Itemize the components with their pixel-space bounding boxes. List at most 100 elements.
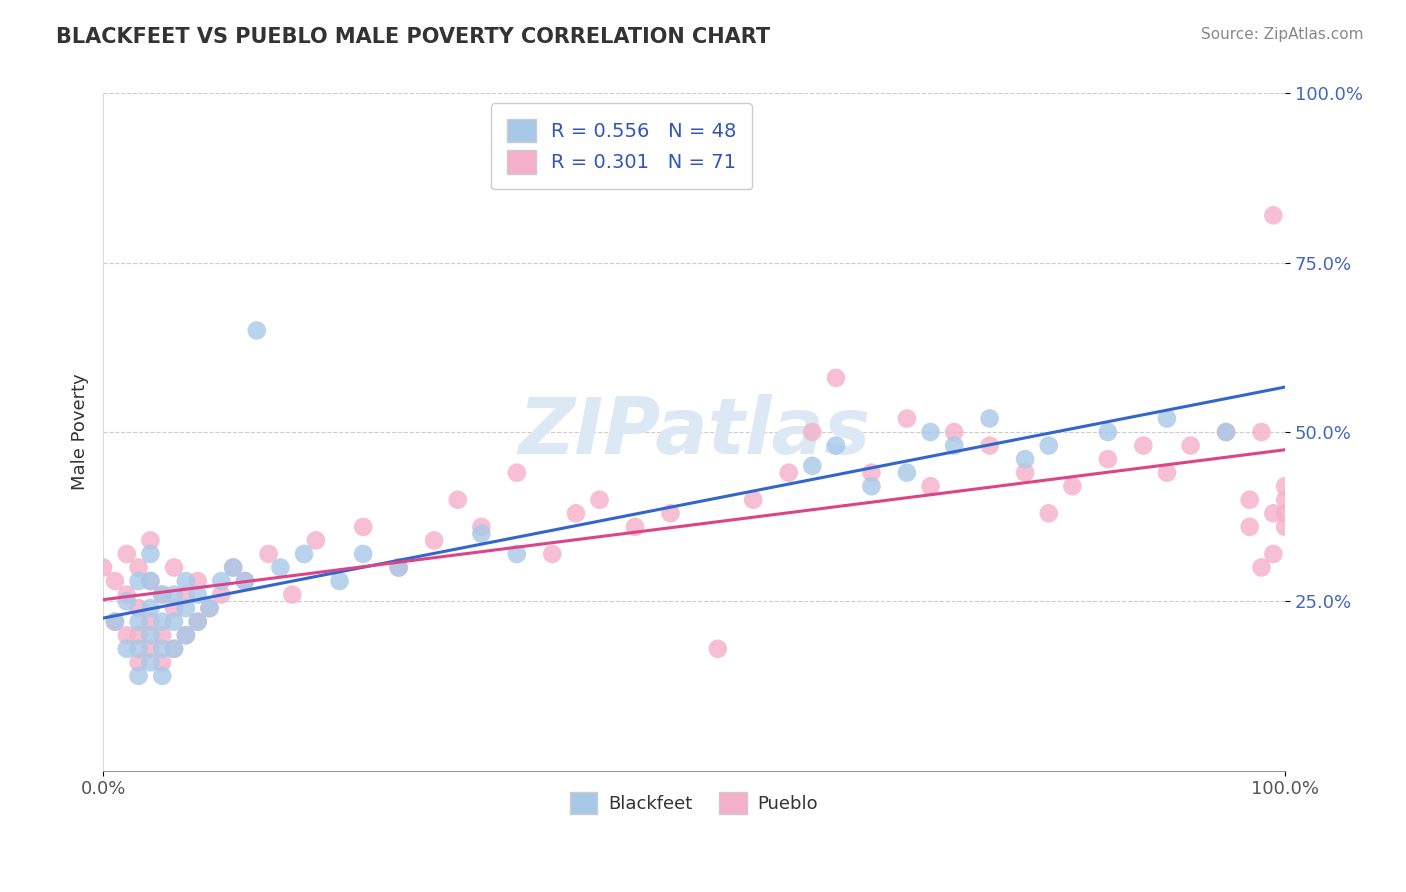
Point bbox=[150, 588, 173, 602]
Point bbox=[1263, 547, 1285, 561]
Point bbox=[565, 506, 588, 520]
Point bbox=[1215, 425, 1237, 439]
Point bbox=[825, 439, 848, 453]
Point bbox=[104, 574, 127, 588]
Point bbox=[1274, 506, 1296, 520]
Point bbox=[707, 641, 730, 656]
Point bbox=[163, 641, 186, 656]
Point bbox=[1062, 479, 1084, 493]
Point bbox=[139, 656, 162, 670]
Point bbox=[128, 628, 150, 642]
Point bbox=[139, 574, 162, 588]
Point bbox=[187, 574, 209, 588]
Point bbox=[1239, 520, 1261, 534]
Point bbox=[920, 479, 942, 493]
Point bbox=[269, 560, 291, 574]
Point bbox=[128, 641, 150, 656]
Point bbox=[1263, 506, 1285, 520]
Point bbox=[128, 601, 150, 615]
Point bbox=[1274, 479, 1296, 493]
Point bbox=[174, 601, 197, 615]
Point bbox=[470, 526, 492, 541]
Point bbox=[352, 520, 374, 534]
Point bbox=[778, 466, 800, 480]
Point bbox=[896, 411, 918, 425]
Y-axis label: Male Poverty: Male Poverty bbox=[72, 374, 89, 491]
Point bbox=[1132, 439, 1154, 453]
Point bbox=[388, 560, 411, 574]
Point bbox=[305, 533, 328, 548]
Legend: Blackfeet, Pueblo: Blackfeet, Pueblo bbox=[561, 782, 827, 822]
Point bbox=[1274, 520, 1296, 534]
Point bbox=[233, 574, 256, 588]
Text: BLACKFEET VS PUEBLO MALE POVERTY CORRELATION CHART: BLACKFEET VS PUEBLO MALE POVERTY CORRELA… bbox=[56, 27, 770, 46]
Point bbox=[150, 641, 173, 656]
Point bbox=[174, 588, 197, 602]
Text: ZIPatlas: ZIPatlas bbox=[517, 394, 870, 470]
Point bbox=[920, 425, 942, 439]
Point bbox=[115, 594, 138, 608]
Point bbox=[139, 547, 162, 561]
Point bbox=[624, 520, 647, 534]
Point bbox=[1156, 411, 1178, 425]
Point bbox=[128, 669, 150, 683]
Point bbox=[896, 466, 918, 480]
Point bbox=[246, 323, 269, 337]
Point bbox=[198, 601, 221, 615]
Point bbox=[943, 425, 966, 439]
Point bbox=[1250, 425, 1272, 439]
Point bbox=[352, 547, 374, 561]
Point bbox=[174, 628, 197, 642]
Point bbox=[1097, 425, 1119, 439]
Point bbox=[150, 615, 173, 629]
Point bbox=[1038, 506, 1060, 520]
Point bbox=[198, 601, 221, 615]
Point bbox=[209, 574, 232, 588]
Point bbox=[979, 411, 1001, 425]
Point bbox=[115, 588, 138, 602]
Point bbox=[423, 533, 446, 548]
Point bbox=[128, 560, 150, 574]
Point bbox=[541, 547, 564, 561]
Point bbox=[1180, 439, 1202, 453]
Point bbox=[825, 371, 848, 385]
Point bbox=[150, 628, 173, 642]
Point bbox=[659, 506, 682, 520]
Point bbox=[470, 520, 492, 534]
Point bbox=[506, 466, 529, 480]
Point bbox=[222, 560, 245, 574]
Point bbox=[115, 628, 138, 642]
Point bbox=[150, 588, 173, 602]
Point bbox=[163, 560, 186, 574]
Point bbox=[1263, 208, 1285, 222]
Point bbox=[860, 466, 883, 480]
Point bbox=[174, 574, 197, 588]
Point bbox=[388, 560, 411, 574]
Point bbox=[115, 547, 138, 561]
Point bbox=[163, 641, 186, 656]
Point bbox=[1014, 452, 1036, 467]
Point bbox=[1215, 425, 1237, 439]
Point bbox=[163, 615, 186, 629]
Point bbox=[187, 588, 209, 602]
Point bbox=[1250, 560, 1272, 574]
Point bbox=[209, 588, 232, 602]
Point bbox=[1274, 492, 1296, 507]
Point bbox=[506, 547, 529, 561]
Point bbox=[1239, 492, 1261, 507]
Point bbox=[139, 641, 162, 656]
Point bbox=[328, 574, 350, 588]
Point bbox=[588, 492, 610, 507]
Point bbox=[174, 628, 197, 642]
Point bbox=[163, 601, 186, 615]
Point bbox=[139, 601, 162, 615]
Point bbox=[187, 615, 209, 629]
Point bbox=[1014, 466, 1036, 480]
Point bbox=[742, 492, 765, 507]
Point bbox=[979, 439, 1001, 453]
Point bbox=[1097, 452, 1119, 467]
Point bbox=[104, 615, 127, 629]
Point bbox=[128, 615, 150, 629]
Point bbox=[943, 439, 966, 453]
Point bbox=[115, 641, 138, 656]
